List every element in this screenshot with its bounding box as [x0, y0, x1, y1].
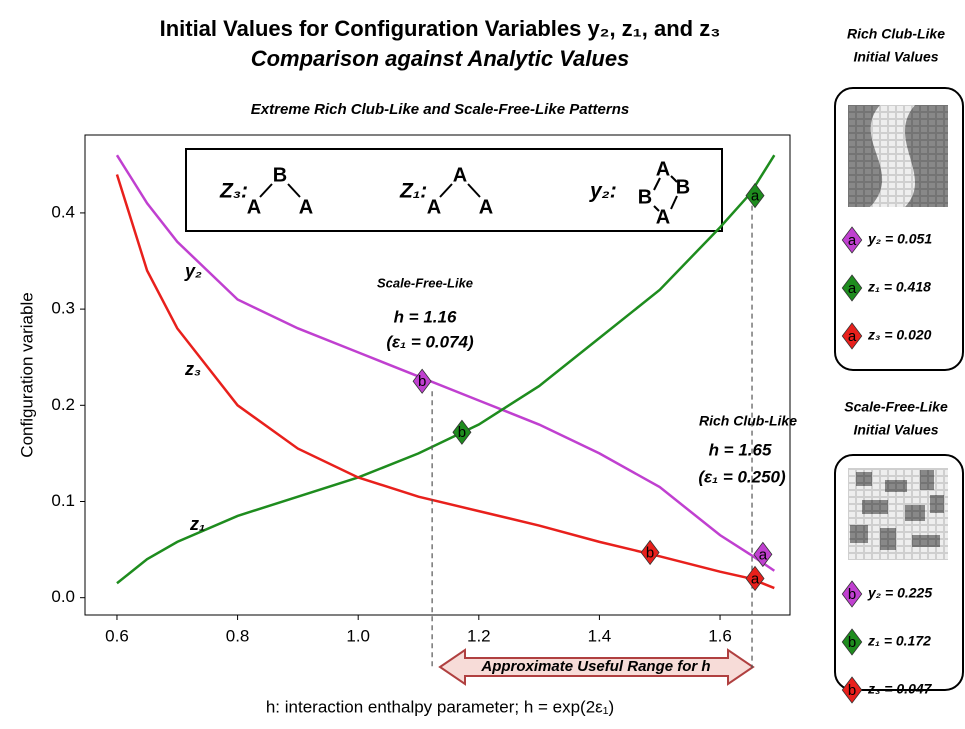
motif-node: A — [453, 164, 467, 186]
y-tick-label: 0.0 — [51, 587, 75, 606]
motif-node: A — [427, 196, 441, 218]
panel-item: z₃ = 0.047 — [867, 681, 933, 697]
motif-node: B — [676, 176, 690, 198]
x-tick-label: 1.6 — [708, 626, 732, 645]
marker-label: a — [759, 546, 768, 563]
y-label: Configuration variable — [17, 292, 36, 457]
annotations: Scale-Free-Like h = 1.16 (ε₁ = 0.074) Ri… — [377, 275, 797, 486]
marker-label: a — [751, 570, 760, 587]
motif-label: Z₁: — [399, 180, 427, 203]
x-tick-label: 0.6 — [105, 626, 129, 645]
annotation: (ε₁ = 0.250) — [698, 467, 786, 486]
page: Initial Values for Configuration Variabl… — [0, 0, 965, 729]
panel-item: z₁ = 0.418 — [867, 279, 931, 295]
motif-node: A — [479, 196, 493, 218]
panel-item: y₂ = 0.051 — [867, 231, 932, 247]
title: Initial Values for Configuration Variabl… — [160, 16, 721, 41]
y-tick-label: 0.3 — [51, 299, 75, 318]
marker-label: a — [848, 232, 857, 249]
panel-item: y₂ = 0.225 — [867, 585, 932, 601]
panel-title: Rich Club-Like — [847, 26, 945, 42]
series-label: y₂ — [184, 261, 202, 281]
motif-node: A — [656, 158, 670, 180]
panel-item: z₁ = 0.172 — [867, 633, 931, 649]
chart: Initial Values for Configuration Variabl… — [0, 0, 965, 724]
y-tick-label: 0.1 — [51, 491, 75, 510]
panel-title: Initial Values — [853, 422, 938, 438]
y-tick-label: 0.4 — [51, 202, 75, 221]
motif-node: B — [273, 164, 287, 186]
marker-label: b — [848, 682, 856, 699]
marker-label: b — [458, 424, 466, 441]
annotation: Scale-Free-Like — [377, 275, 473, 290]
panel-title: Scale-Free-Like — [844, 399, 948, 415]
series-label: z₃ — [184, 359, 201, 379]
x-tick-label: 0.8 — [226, 626, 250, 645]
motif-label: Z₃: — [219, 180, 248, 203]
panel-title: Initial Values — [853, 49, 938, 65]
marker-label: b — [418, 373, 426, 390]
annotation: Rich Club-Like — [699, 413, 797, 429]
panel-item: z₃ = 0.020 — [867, 327, 932, 343]
marker-label: b — [848, 634, 856, 651]
marker-label: a — [751, 188, 760, 205]
plot-title: Extreme Rich Club-Like and Scale-Free-Li… — [251, 101, 629, 118]
x-tick-label: 1.0 — [346, 626, 370, 645]
annotation: h = 1.65 — [709, 440, 772, 459]
x-label: h: interaction enthalpy parameter; h = e… — [266, 697, 614, 716]
marker-label: a — [848, 328, 857, 345]
series-label: z₁ — [189, 514, 205, 534]
motif-node: B — [638, 186, 652, 208]
subtitle: Comparison against Analytic Values — [251, 46, 630, 71]
y-tick-label: 0.2 — [51, 395, 75, 414]
x-tick-label: 1.2 — [467, 626, 491, 645]
marker-label: b — [848, 586, 856, 603]
range-label: Approximate Useful Range for h — [480, 658, 710, 675]
motif-node: A — [247, 196, 261, 218]
marker-label: b — [646, 544, 654, 561]
marker-label: a — [848, 280, 857, 297]
annotation: h = 1.16 — [394, 307, 457, 326]
x-tick-label: 1.4 — [588, 626, 612, 645]
annotation: (ε₁ = 0.074) — [386, 332, 474, 351]
motif-node: A — [299, 196, 313, 218]
motif-label: y₂: — [589, 180, 617, 203]
